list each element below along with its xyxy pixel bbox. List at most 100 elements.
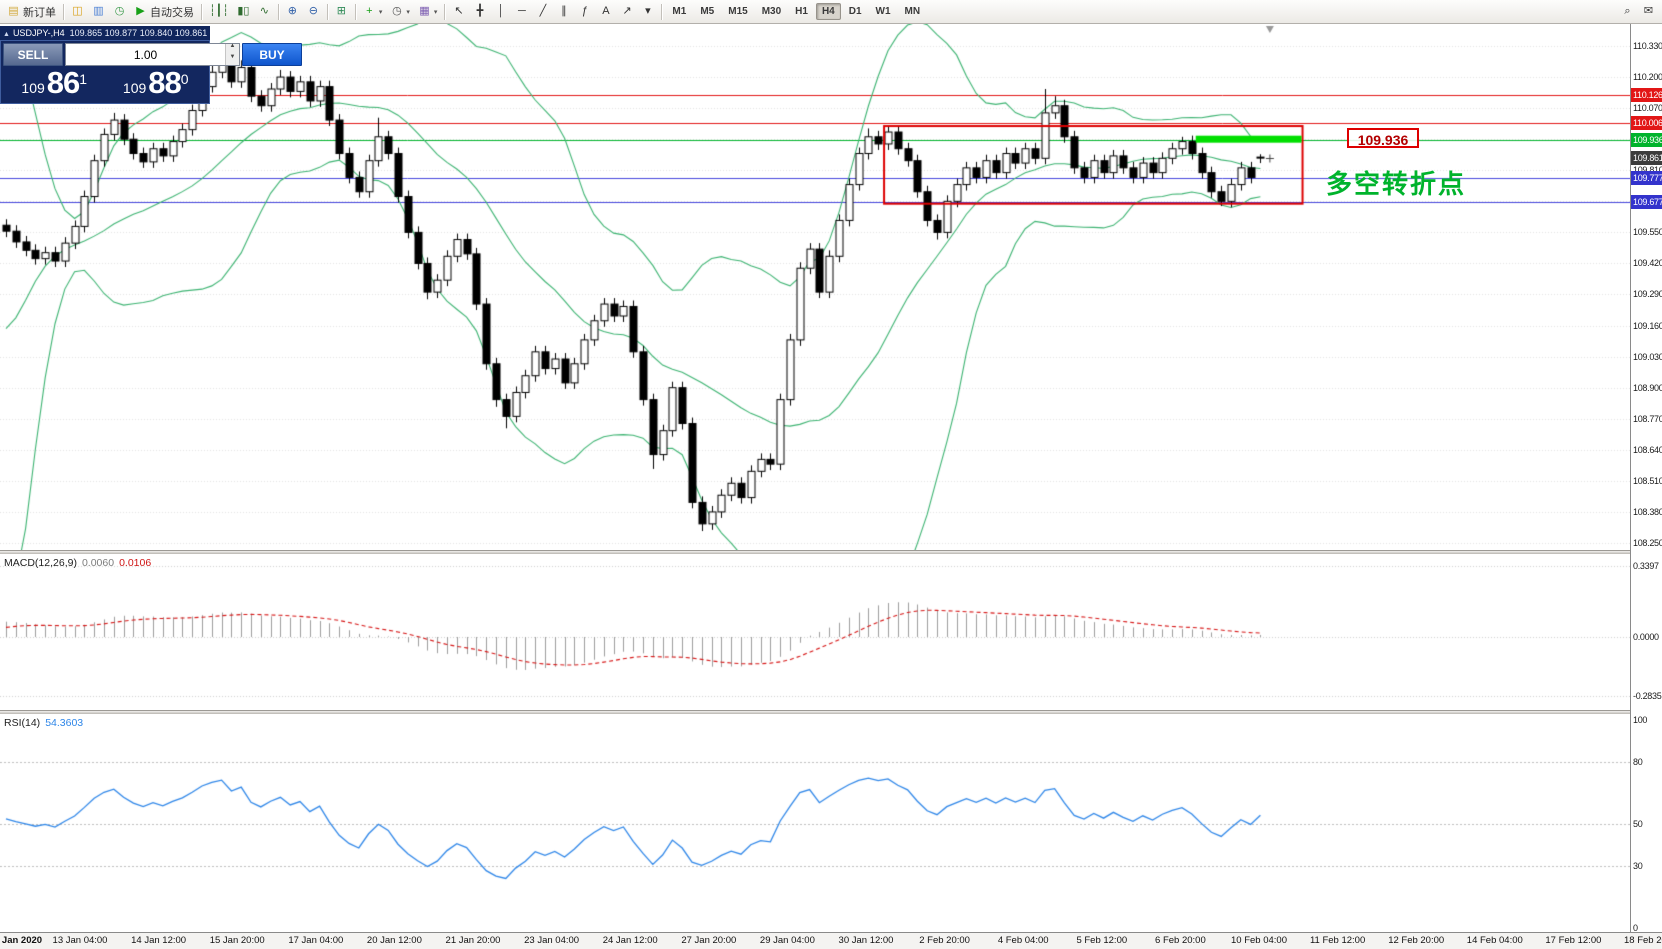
rsi-value: 54.3603 (45, 717, 84, 729)
time-month-label: Jan 2020 (1, 935, 43, 946)
axis-tick-label: 50 (1633, 819, 1643, 829)
bar-chart-button[interactable]: ┆┃┆ (209, 5, 229, 17)
timeframe-mn-button[interactable]: MN (904, 6, 921, 17)
axis-tick-label: 110.070 (1633, 103, 1662, 114)
price-badge-109.861: 109.861 (1631, 151, 1662, 166)
horizontal-line-button[interactable]: ─ (518, 5, 526, 17)
crosshair-button[interactable]: ╋ (476, 5, 484, 17)
axis-tick-label: 109.810 (1633, 165, 1662, 175)
time-tick-label: 13 Jan 04:00 (52, 935, 108, 946)
ask-sup: 0 (180, 71, 189, 87)
chart-ohlc-readout: 109.865 109.877 109.840 109.861 (69, 28, 208, 38)
zoom-out-button[interactable]: ⊖ (308, 5, 318, 17)
sell-button[interactable]: SELL (3, 43, 63, 66)
macd-panel-canvas[interactable] (0, 554, 1630, 710)
cursor-button[interactable]: ↖ (454, 5, 464, 17)
price-badge-110.126: 110.126 (1631, 87, 1662, 102)
timeframe-m1-button[interactable]: M1 (672, 6, 687, 17)
time-tick-label: 30 Jan 12:00 (838, 935, 894, 946)
annotation-text[interactable]: 多空转折点 (1326, 169, 1467, 199)
search-button[interactable]: ⌕ (1624, 5, 1631, 17)
time-tick-label: 29 Jan 04:00 (759, 935, 815, 946)
axis-tick-label: 0.0000 (1633, 632, 1659, 642)
time-tick-label: 6 Feb 20:00 (1155, 935, 1206, 946)
timeframe-m5-button[interactable]: M5 (700, 6, 715, 17)
one-click-trade-panel: SELL ▲ ▼ BUY 109 86 1 109 88 0 (0, 40, 302, 104)
axis-tick-label: 109.550 (1633, 227, 1662, 238)
time-tick-label: 18 Feb 20:00 (1624, 935, 1662, 946)
panel-splitter-1[interactable] (0, 550, 1662, 554)
axis-tick-label: -0.2835 (1633, 691, 1662, 702)
vertical-line-button[interactable]: │ (497, 5, 505, 17)
time-tick-label: 2 Feb 20:00 (919, 935, 970, 946)
price-chart-canvas[interactable] (0, 24, 1630, 550)
line-chart-button[interactable]: ∿ (259, 5, 269, 17)
bid-sup: 1 (79, 71, 88, 87)
time-tick-label: 23 Jan 04:00 (524, 935, 580, 946)
timeframe-h4-button[interactable]: H4 (815, 3, 841, 20)
axis-tick-label: 108.250 (1633, 537, 1662, 548)
timeframe-h1-button[interactable]: H1 (795, 6, 808, 17)
shapes-dropdown-button[interactable]: ▾ (645, 5, 651, 17)
chart-title-bar[interactable]: ▲ USDJPY-,H4 109.865 109.877 109.840 109.8… (0, 26, 210, 40)
indicators-button[interactable]: + ▾ (366, 5, 383, 17)
axis-tick-label: 108.380 (1633, 506, 1662, 517)
new-order-button[interactable]: ▤ 新订单 (8, 5, 56, 19)
text-button[interactable]: A (602, 5, 610, 17)
volume-box: ▲ ▼ (65, 43, 240, 66)
time-tick-label: 5 Feb 12:00 (1076, 935, 1128, 946)
templates-button[interactable]: ▦ ▾ (419, 5, 438, 17)
zoom-in-button[interactable]: ⊕ (287, 5, 297, 17)
bid-ask-display: 109 86 1 109 88 0 (3, 66, 207, 101)
time-tick-label: 12 Feb 20:00 (1388, 935, 1445, 946)
time-tick-label: 24 Jan 12:00 (602, 935, 658, 946)
axis-tick-label: 109.160 (1633, 320, 1662, 331)
timeframe-m30-button[interactable]: M30 (761, 6, 782, 17)
rsi-name: RSI(14) (4, 717, 41, 729)
profiles-button[interactable]: ▥ (93, 5, 104, 17)
messages-button[interactable]: ✉ (1643, 5, 1654, 17)
axis-tick-label: 108.510 (1633, 475, 1662, 486)
timeframe-w1-button[interactable]: W1 (875, 6, 891, 17)
ask-main: 88 (148, 65, 181, 100)
macd-value-main: 0.0060 (81, 557, 115, 569)
volume-input[interactable] (66, 44, 225, 65)
price-badge-110.006: 110.006 (1631, 116, 1662, 131)
time-tick-label: 17 Jan 04:00 (288, 935, 344, 946)
arrows-button[interactable]: ↗ (622, 5, 632, 17)
price-level-label[interactable]: 109.936 (1347, 128, 1419, 148)
bid-prefix: 109 (21, 80, 45, 96)
tile-windows-button[interactable]: ⊞ (336, 5, 346, 17)
time-tick-label: 14 Feb 04:00 (1466, 935, 1523, 946)
fibonacci-button[interactable]: ƒ (581, 5, 588, 17)
price-axis[interactable]: 110.330110.200110.070109.940109.810109.6… (1630, 24, 1662, 933)
macd-name: MACD(12,26,9) (4, 557, 77, 569)
axis-tick-label: 80 (1633, 756, 1643, 767)
panel-splitter-2[interactable] (0, 710, 1662, 714)
volume-decrease-button[interactable]: ▼ (226, 54, 239, 65)
collapse-icon[interactable]: ▲ (3, 31, 10, 38)
autotrading-button[interactable]: ▶ 自动交易 (136, 5, 194, 19)
toolbar-separator (277, 3, 279, 20)
candlestick-chart-button[interactable]: ▮▯ (237, 5, 250, 17)
buy-button[interactable]: BUY (242, 43, 302, 66)
toolbar-separator (354, 3, 356, 20)
volume-increase-button[interactable]: ▲ (226, 43, 239, 55)
timeframe-m15-button[interactable]: M15 (728, 6, 748, 17)
axis-tick-label: 108.640 (1633, 444, 1662, 455)
macd-value-signal: 0.0106 (119, 557, 152, 569)
toolbar-items: ▤ 新订单 ◫ ▥ ◷ ▶ 自动交易 ┆┃┆ ▮▯ ∿ ⊕ ⊖ ⊞ + ▾ ◷ ▾ ▦ ▾ ↖ ╋ │ ─ ╱ ∥ ƒ A ↗ ▾ (3, 1, 658, 22)
time-axis[interactable]: Jan 2020 13 Jan 04:00 14 Jan 12:00 15 Jan 2… (0, 932, 1662, 949)
timeframe-d1-button[interactable]: D1 (848, 6, 862, 17)
periods-button[interactable]: ◷ ▾ (392, 5, 410, 17)
rsi-panel-canvas[interactable] (0, 714, 1630, 932)
trendline-button[interactable]: ╱ (539, 5, 547, 17)
channel-button[interactable]: ∥ (561, 5, 567, 17)
data-window-button[interactable]: ◷ (114, 5, 125, 17)
axis-tick-label: 108.900 (1633, 382, 1662, 393)
time-tick-label: 14 Jan 12:00 (131, 935, 187, 946)
new-chart-button[interactable]: ◫ (72, 5, 83, 17)
price-badge-109.777: 109.777 (1631, 171, 1662, 186)
time-tick-label: 27 Jan 20:00 (681, 935, 737, 946)
